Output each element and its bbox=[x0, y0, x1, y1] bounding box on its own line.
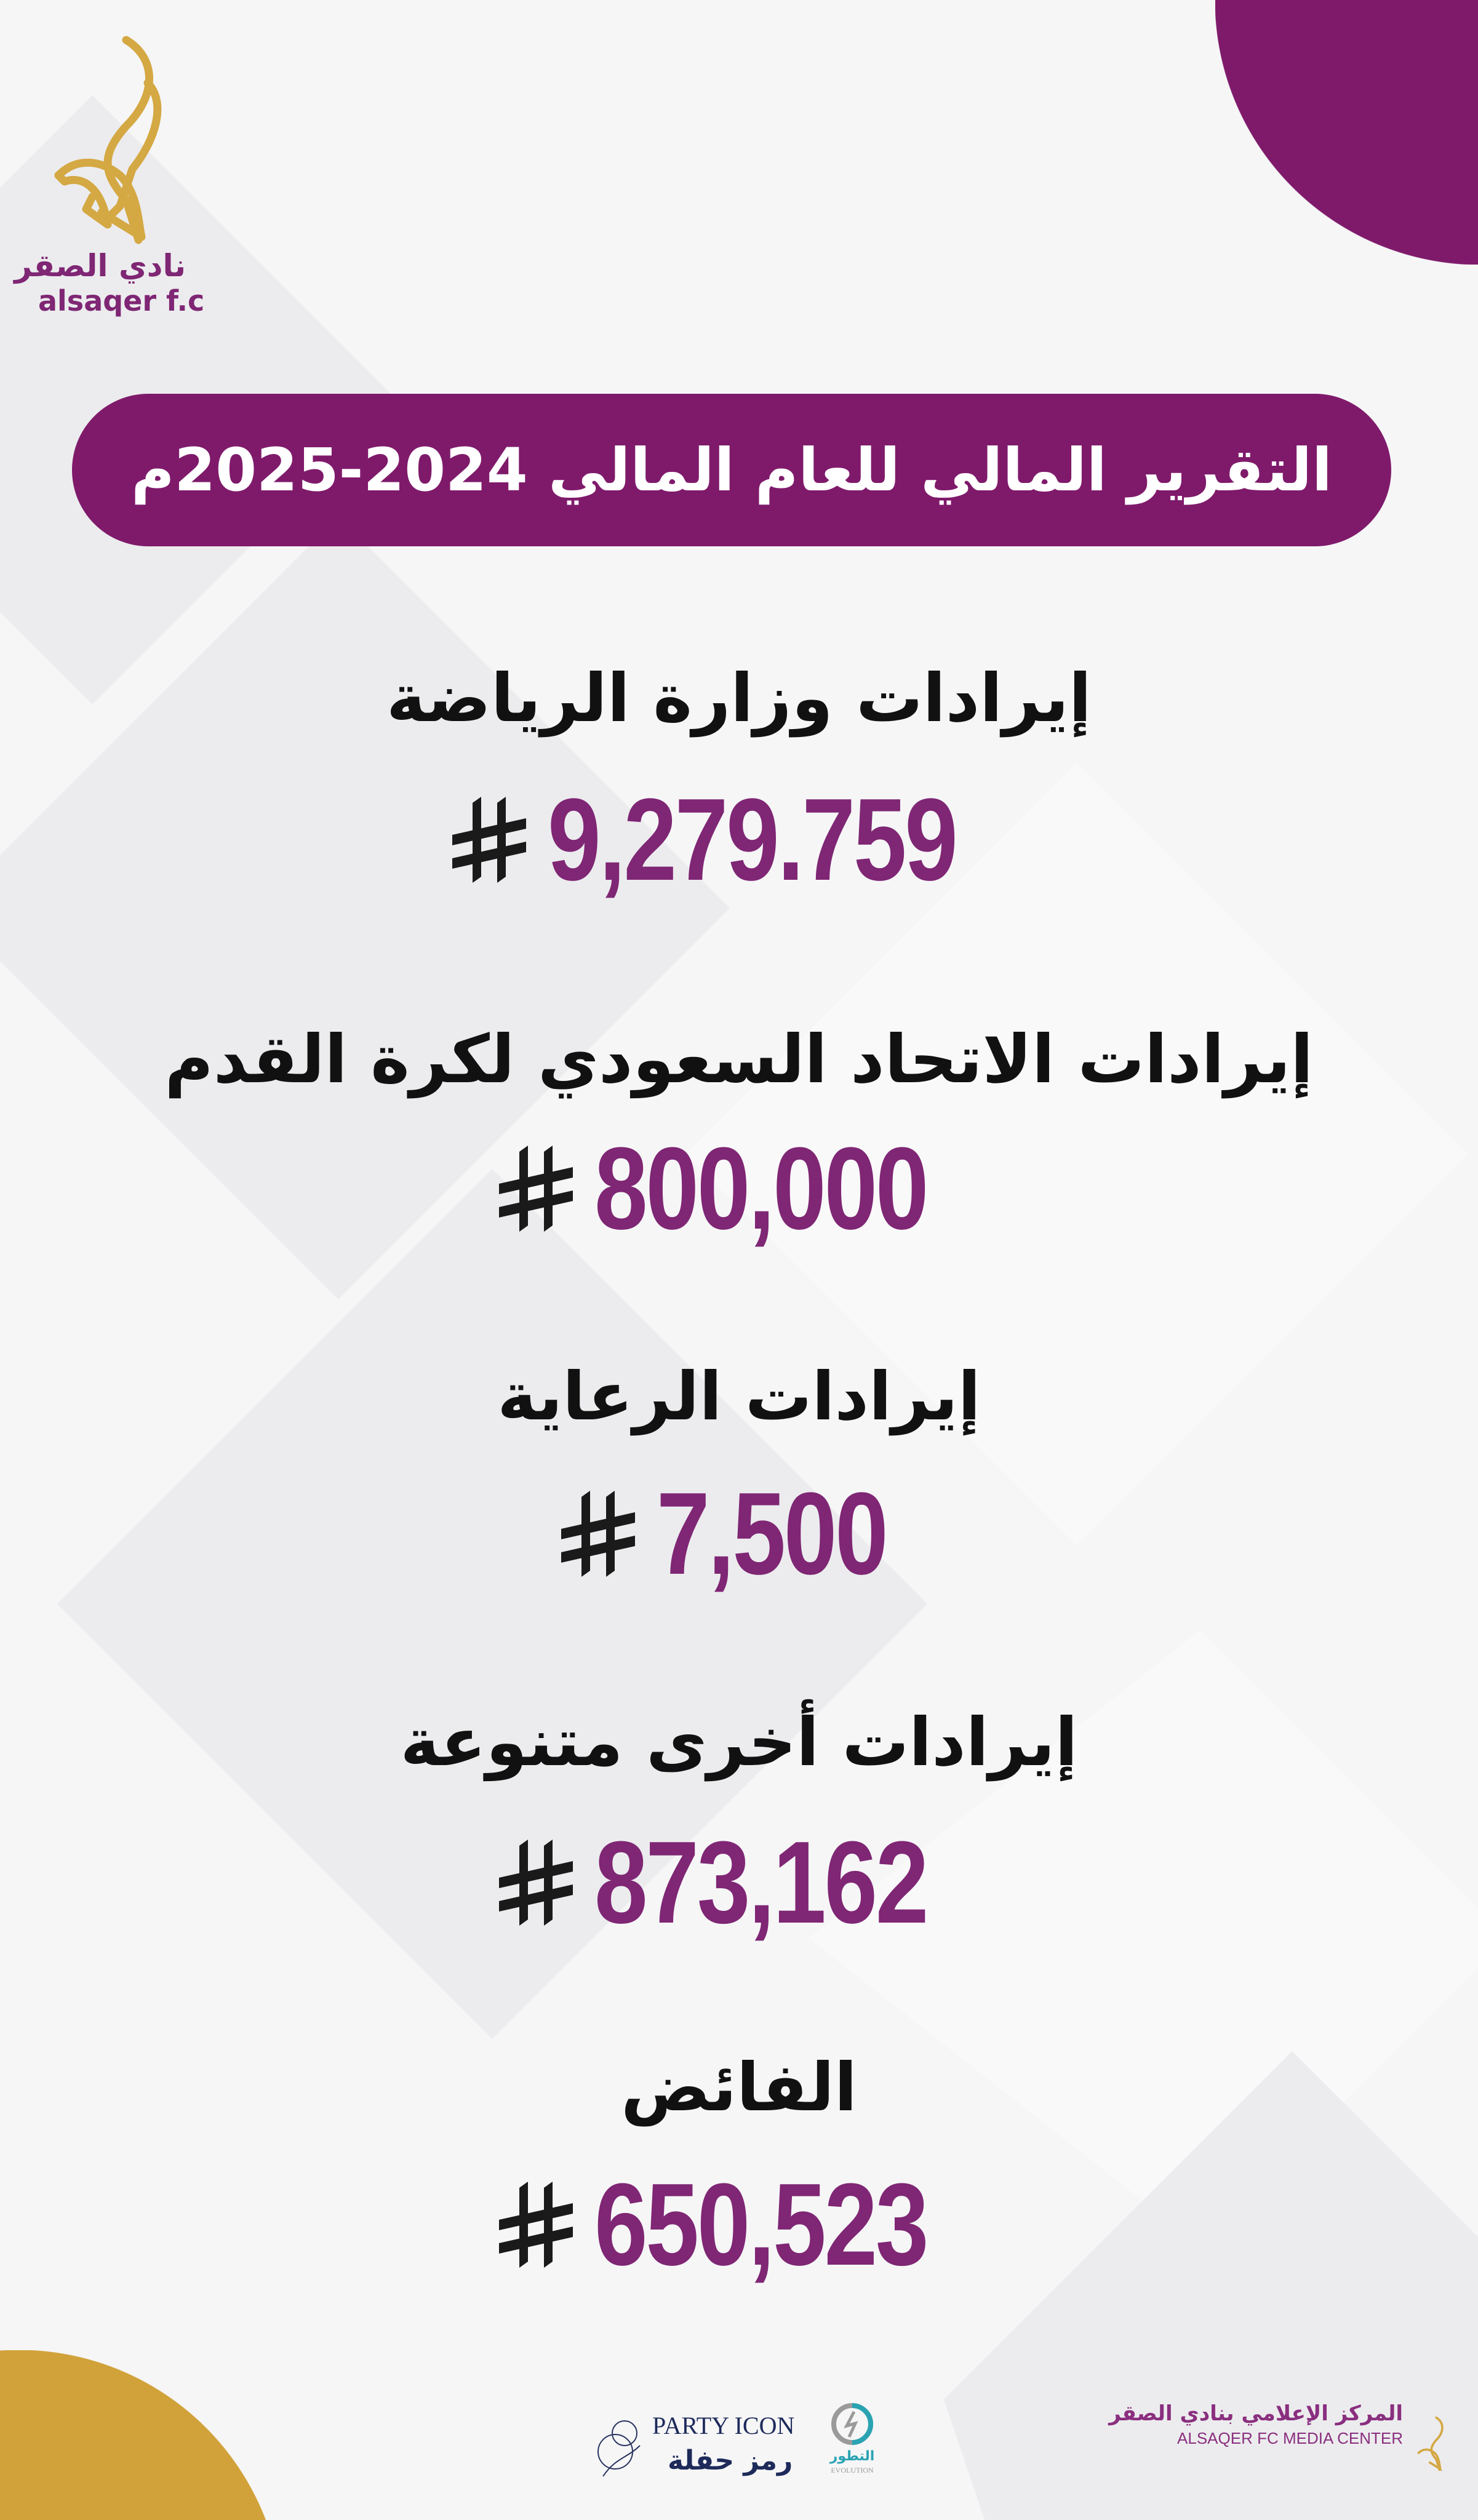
logo-arabic-text: نادي الصقر bbox=[14, 248, 186, 284]
item-amount-row: 7,500 bbox=[0, 1469, 1421, 1599]
amount-value: 7,500 bbox=[657, 1469, 889, 1599]
amount-value: 650,523 bbox=[594, 2159, 929, 2290]
background-diamond bbox=[57, 1169, 927, 2039]
amount-value: 9,279.759 bbox=[548, 775, 958, 905]
saudi-riyal-icon bbox=[498, 2182, 573, 2268]
amount-value: 800,000 bbox=[594, 1123, 929, 1254]
media-center-en: ALSAQER FC MEDIA CENTER bbox=[1177, 2429, 1403, 2447]
evolution-sponsor-logo: التطور EVOLUTION bbox=[825, 2402, 880, 2475]
logo-english-text: alsaqer f.c bbox=[38, 284, 205, 317]
evolution-icon bbox=[831, 2403, 873, 2445]
item-amount-row: 9,279.759 bbox=[0, 775, 1421, 905]
item-label: إيرادات أخرى متنوعة bbox=[400, 1704, 1078, 1781]
item-amount-row: 650,523 bbox=[0, 2159, 1421, 2290]
media-center-credit: المركز الإعلامي بنادي الصقر ALSAQER FC M… bbox=[1109, 2399, 1403, 2449]
item-label: إيرادات الرعاية bbox=[497, 1358, 981, 1435]
party-icon-sponsor-ar: رمز حفلة bbox=[668, 2445, 793, 2476]
item-amount-row: 873,162 bbox=[0, 1817, 1421, 1948]
falcon-logo-icon bbox=[54, 36, 162, 244]
flower-icon bbox=[597, 2420, 641, 2477]
report-title-banner: التقرير المالي للعام المالي 2024-2025م bbox=[72, 394, 1391, 546]
background-diamond bbox=[944, 2051, 1478, 2520]
decorative-circle-gold bbox=[0, 2350, 283, 2520]
background-diamond bbox=[0, 517, 730, 1299]
report-title: التقرير المالي للعام المالي 2024-2025م bbox=[131, 436, 1332, 504]
item-amount-row: 800,000 bbox=[0, 1123, 1421, 1254]
amount-value: 873,162 bbox=[594, 1817, 929, 1948]
decorative-circle-purple bbox=[1215, 0, 1478, 265]
media-center-ar: المركز الإعلامي بنادي الصقر bbox=[1109, 2401, 1403, 2426]
item-label: إيرادات وزارة الرياضة bbox=[386, 660, 1092, 737]
saudi-riyal-icon bbox=[498, 1840, 573, 1926]
saudi-riyal-icon bbox=[452, 797, 527, 883]
item-label: إيرادات الاتحاد السعودي لكرة القدم bbox=[164, 1021, 1314, 1098]
evolution-en: EVOLUTION bbox=[831, 2466, 874, 2474]
saudi-riyal-icon bbox=[561, 1491, 636, 1577]
item-label: الفائض bbox=[621, 2049, 857, 2126]
party-icon-sponsor-en: PARTY ICON bbox=[652, 2412, 795, 2439]
evolution-ar: التطور bbox=[829, 2449, 875, 2464]
saudi-riyal-icon bbox=[498, 1146, 573, 1232]
background-diamond bbox=[685, 763, 1468, 1545]
falcon-small-logo-icon bbox=[1417, 2416, 1444, 2471]
